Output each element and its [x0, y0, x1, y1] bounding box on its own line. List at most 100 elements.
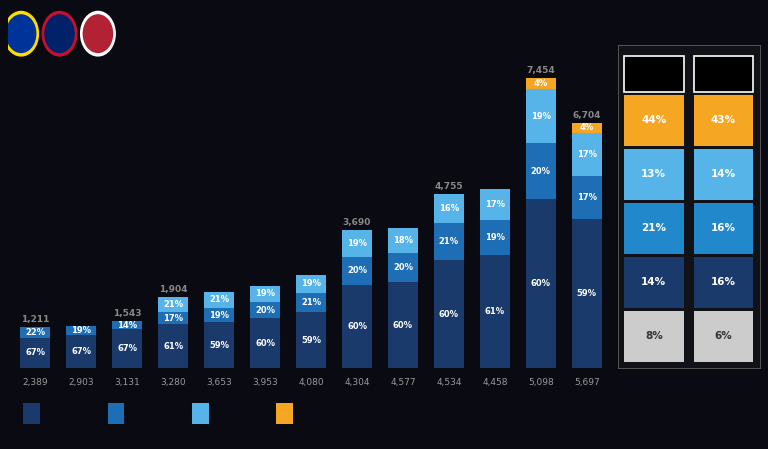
Bar: [388, 228, 418, 253]
Text: 67%: 67%: [71, 347, 91, 356]
Text: 59%: 59%: [301, 336, 321, 345]
Text: 17%: 17%: [577, 150, 597, 158]
Text: 16%: 16%: [439, 204, 459, 213]
Bar: [158, 324, 188, 368]
Text: 6,704: 6,704: [573, 110, 601, 119]
Bar: [480, 220, 510, 255]
Bar: [66, 335, 96, 368]
Text: 60%: 60%: [531, 279, 551, 288]
Bar: [342, 230, 372, 257]
Text: 20%: 20%: [393, 263, 413, 272]
Text: 1,543: 1,543: [113, 309, 141, 318]
Bar: [296, 313, 326, 368]
Bar: [20, 338, 50, 368]
Bar: [572, 123, 602, 132]
Circle shape: [42, 11, 77, 56]
Bar: [342, 257, 372, 285]
Bar: [204, 291, 234, 308]
Text: 16%: 16%: [711, 277, 736, 287]
FancyBboxPatch shape: [694, 203, 753, 254]
Bar: [66, 326, 96, 335]
Bar: [572, 219, 602, 368]
Text: 1,904: 1,904: [159, 285, 187, 294]
Text: 61%: 61%: [163, 342, 184, 351]
Text: 43%: 43%: [711, 115, 736, 125]
Bar: [572, 132, 602, 176]
Text: 16%: 16%: [711, 223, 736, 233]
Text: 61%: 61%: [485, 307, 505, 316]
FancyBboxPatch shape: [694, 95, 753, 146]
Bar: [296, 293, 326, 313]
Bar: [250, 286, 280, 302]
Text: 17%: 17%: [485, 200, 505, 209]
Bar: [250, 318, 280, 368]
Text: 19%: 19%: [347, 239, 367, 248]
Bar: [112, 329, 142, 368]
Text: 21%: 21%: [439, 237, 459, 246]
Bar: [480, 255, 510, 368]
Bar: [112, 321, 142, 329]
Bar: [388, 282, 418, 368]
Text: 22%: 22%: [25, 328, 45, 337]
Text: 60%: 60%: [393, 321, 413, 330]
Circle shape: [6, 15, 35, 53]
FancyBboxPatch shape: [624, 56, 684, 92]
Bar: [526, 78, 556, 89]
Text: 20%: 20%: [255, 305, 275, 314]
Text: 14%: 14%: [711, 169, 736, 179]
Text: 17%: 17%: [577, 193, 597, 202]
Bar: [158, 297, 188, 312]
Bar: [204, 308, 234, 322]
Bar: [434, 260, 464, 368]
Bar: [572, 176, 602, 219]
Bar: [526, 199, 556, 368]
Bar: [158, 312, 188, 324]
FancyBboxPatch shape: [694, 149, 753, 200]
Text: 19%: 19%: [531, 112, 551, 121]
Text: 20%: 20%: [531, 167, 551, 176]
Text: 4%: 4%: [534, 79, 548, 88]
Text: 60%: 60%: [255, 339, 275, 348]
FancyBboxPatch shape: [624, 95, 684, 146]
Circle shape: [45, 15, 74, 53]
FancyBboxPatch shape: [624, 257, 684, 308]
Text: 14%: 14%: [641, 277, 667, 287]
FancyBboxPatch shape: [694, 311, 753, 362]
Text: 17%: 17%: [163, 314, 183, 323]
Text: 21%: 21%: [163, 300, 184, 309]
Text: 1,211: 1,211: [21, 316, 49, 325]
Text: 59%: 59%: [577, 289, 597, 298]
Text: 4,755: 4,755: [435, 182, 463, 191]
FancyBboxPatch shape: [694, 257, 753, 308]
Text: 59%: 59%: [209, 341, 229, 350]
Bar: [388, 253, 418, 282]
Text: 44%: 44%: [641, 115, 667, 125]
FancyBboxPatch shape: [624, 311, 684, 362]
Text: 60%: 60%: [439, 310, 459, 319]
Bar: [342, 285, 372, 368]
Bar: [526, 143, 556, 199]
Text: 3,690: 3,690: [343, 218, 371, 227]
Text: 14%: 14%: [118, 321, 137, 330]
Text: 13%: 13%: [641, 169, 667, 179]
Bar: [204, 322, 234, 368]
Text: 20%: 20%: [347, 266, 367, 275]
Bar: [434, 194, 464, 223]
Bar: [250, 302, 280, 318]
Circle shape: [4, 11, 38, 56]
Bar: [480, 189, 510, 220]
Text: 4%: 4%: [580, 123, 594, 132]
Text: 8%: 8%: [645, 331, 663, 341]
Text: 7,454: 7,454: [527, 66, 555, 75]
Text: 19%: 19%: [71, 326, 91, 335]
Bar: [296, 275, 326, 293]
Text: 19%: 19%: [485, 233, 505, 242]
Text: 19%: 19%: [255, 289, 275, 298]
Text: 19%: 19%: [301, 279, 321, 288]
Text: 6%: 6%: [714, 331, 732, 341]
Text: 60%: 60%: [347, 322, 367, 331]
Circle shape: [81, 11, 115, 56]
Text: 21%: 21%: [209, 295, 229, 304]
Text: 67%: 67%: [118, 344, 137, 353]
Circle shape: [83, 15, 112, 53]
